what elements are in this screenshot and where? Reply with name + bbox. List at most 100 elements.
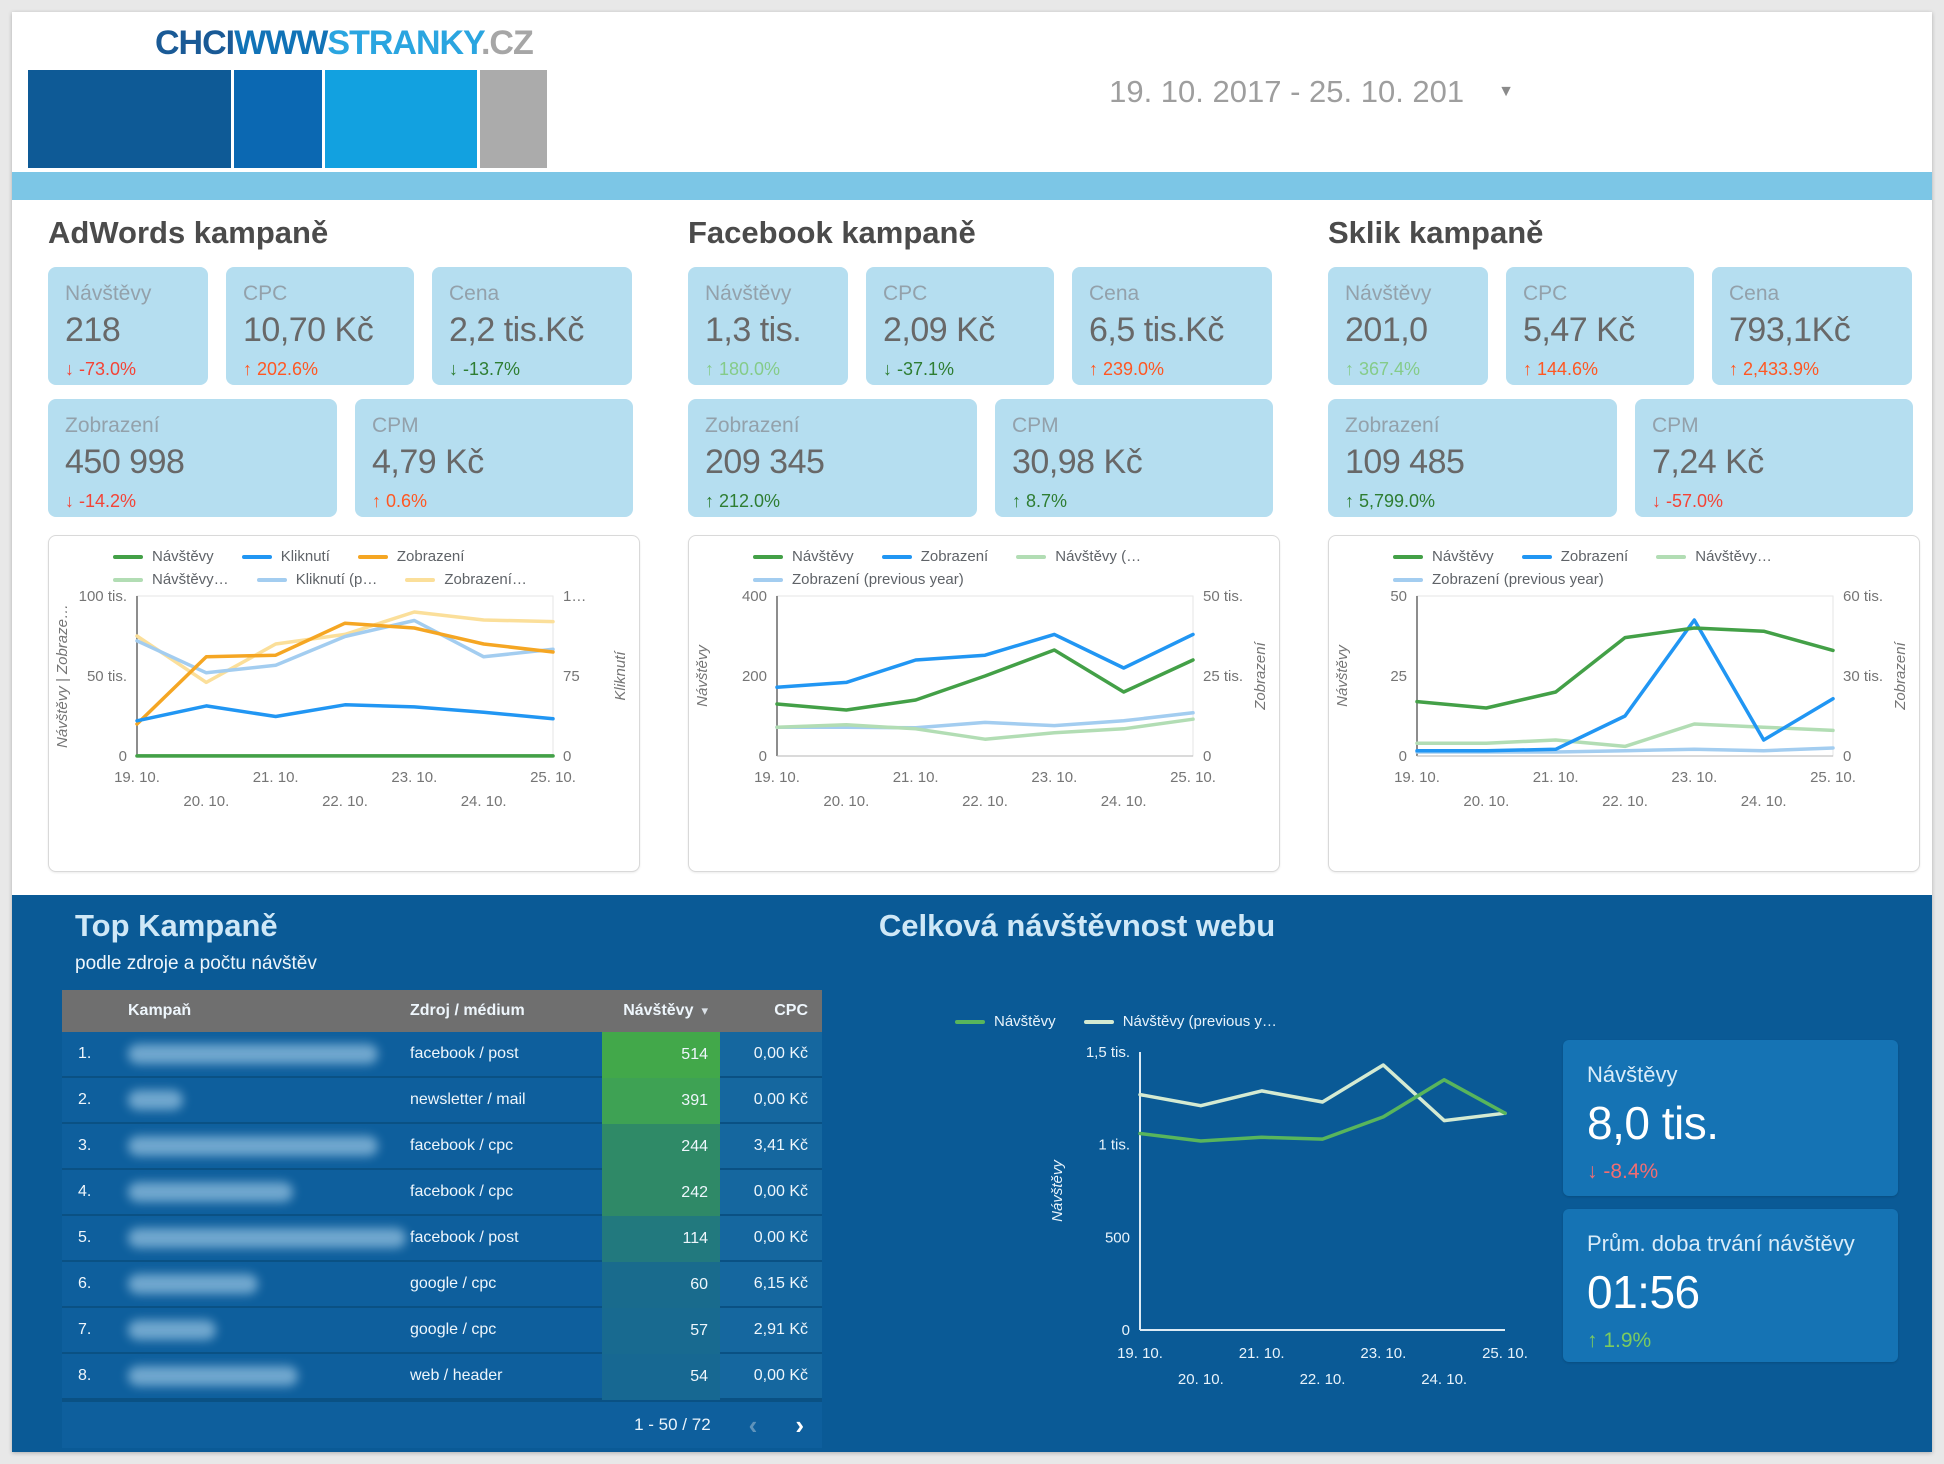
header-source[interactable]: Zdroj / médium bbox=[410, 1002, 525, 1019]
svg-text:25: 25 bbox=[1390, 668, 1407, 685]
kpi-label: Návštěvy bbox=[65, 282, 152, 305]
kpi-value: 2,2 tis.Kč bbox=[449, 311, 584, 349]
table-header-row: Kampaň Zdroj / médium Návštěvy ▾ CPC bbox=[62, 990, 822, 1032]
legend-item: Zobrazení bbox=[357, 548, 465, 565]
top-campaigns-subtitle: podle zdroje a počtu návštěv bbox=[75, 953, 317, 974]
svg-text:24. 10.: 24. 10. bbox=[1421, 1371, 1467, 1388]
kpi-value: 10,70 Kč bbox=[243, 311, 374, 349]
kpi-value: 793,1Kč bbox=[1729, 311, 1851, 349]
kpi-card: CPM 30,98 Kč ↑ 8.7% bbox=[995, 399, 1273, 517]
kpi-card: CPM 7,24 Kč ↓ -57.0% bbox=[1635, 399, 1913, 517]
row-campaign bbox=[110, 1032, 406, 1078]
svg-text:25. 10.: 25. 10. bbox=[1170, 769, 1216, 786]
header-visits[interactable]: Návštěvy ▾ bbox=[623, 1002, 708, 1019]
legend-label: Zobrazení… bbox=[444, 571, 527, 588]
legend-label: Zobrazení bbox=[920, 548, 989, 565]
legend-item: Zobrazení (previous year) bbox=[1393, 571, 1604, 588]
top-campaigns-table: Kampaň Zdroj / médium Návštěvy ▾ CPC 1. f… bbox=[62, 990, 822, 1448]
header-cpc[interactable]: CPC bbox=[774, 1002, 808, 1019]
kpi-delta: ↑ 212.0% bbox=[705, 491, 781, 511]
row-source: facebook / cpc bbox=[406, 1170, 602, 1216]
kpi-value: 109 485 bbox=[1345, 443, 1465, 481]
section-title: AdWords kampaně bbox=[48, 215, 329, 250]
row-visits-heat-cell: 242 bbox=[602, 1170, 720, 1216]
legend-swatch bbox=[256, 577, 287, 582]
kpi-delta: ↓ -8.4% bbox=[1587, 1160, 1659, 1183]
kpi-delta: ↑ 367.4% bbox=[1345, 359, 1421, 379]
redacted-campaign-name bbox=[128, 1182, 293, 1202]
svg-text:400: 400 bbox=[742, 588, 767, 605]
kpi-card: Návštěvy 201,0 ↑ 367.4% bbox=[1328, 267, 1488, 385]
kpi-delta: ↑ 8.7% bbox=[1012, 491, 1068, 511]
arrow-up-icon: ↑ bbox=[1012, 491, 1021, 511]
svg-text:0: 0 bbox=[119, 748, 127, 765]
kpi-delta: ↑ 239.0% bbox=[1089, 359, 1165, 379]
kpi-value: 6,5 tis.Kč bbox=[1089, 311, 1224, 349]
pagination-next-icon[interactable]: › bbox=[795, 1410, 804, 1440]
svg-text:19. 10.: 19. 10. bbox=[754, 769, 800, 786]
legend-label: Zobrazení bbox=[396, 548, 465, 565]
kpi-value: 201,0 bbox=[1345, 311, 1428, 349]
svg-text:25. 10.: 25. 10. bbox=[530, 769, 576, 786]
svg-text:Návštěvy: Návštěvy bbox=[1049, 1159, 1066, 1222]
table-row: 4. facebook / cpc 242 0,00 Kč bbox=[62, 1170, 822, 1216]
arrow-up-icon: ↑ bbox=[1523, 359, 1532, 379]
kpi-card: Cena 2,2 tis.Kč ↓ -13.7% bbox=[432, 267, 632, 385]
svg-text:0: 0 bbox=[1399, 748, 1407, 765]
kpi-value: 2,09 Kč bbox=[883, 311, 995, 349]
svg-text:Kliknutí: Kliknutí bbox=[612, 650, 629, 701]
header-campaign[interactable]: Kampaň bbox=[128, 1002, 192, 1019]
svg-text:50: 50 bbox=[1390, 588, 1407, 605]
legend-swatch bbox=[1393, 554, 1423, 559]
logo-color-block bbox=[28, 70, 231, 168]
traffic-title: Celková návštěvnost webu bbox=[878, 908, 1276, 943]
legend-swatch bbox=[405, 577, 436, 582]
row-cpc: 2,91 Kč bbox=[720, 1308, 822, 1354]
legend-swatch bbox=[753, 554, 783, 559]
kpi-card: CPC 5,47 Kč ↑ 144.6% bbox=[1506, 267, 1694, 385]
pagination-prev-icon[interactable]: ‹ bbox=[748, 1410, 758, 1440]
legend-swatch bbox=[753, 577, 783, 582]
row-rank: 8. bbox=[62, 1354, 110, 1400]
kpi-card: CPC 2,09 Kč ↓ -37.1% bbox=[866, 267, 1054, 385]
legend-label: Kliknutí (p… bbox=[295, 571, 378, 588]
kpi-card: Cena 793,1Kč ↑ 2,433.9% bbox=[1712, 267, 1912, 385]
logo-segment: CHCI bbox=[155, 24, 235, 62]
legend-label: Zobrazení bbox=[1560, 548, 1629, 565]
legend-swatch bbox=[881, 554, 912, 559]
svg-text:0: 0 bbox=[1843, 748, 1851, 765]
kpi-label: CPC bbox=[243, 282, 288, 305]
row-rank: 3. bbox=[62, 1124, 110, 1170]
kpi-delta: ↓ -14.2% bbox=[65, 491, 137, 511]
legend-label: Návštěvy bbox=[994, 1013, 1056, 1030]
svg-text:20. 10.: 20. 10. bbox=[1178, 1371, 1224, 1388]
line-chart: 0 50 tis. 100 tis. 0 75 1… Návštěvy | Zobraze…… bbox=[54, 588, 629, 810]
table-row: 8. web / header 54 0,00 Kč bbox=[62, 1354, 822, 1400]
redacted-campaign-name bbox=[128, 1320, 216, 1340]
row-campaign bbox=[110, 1170, 406, 1216]
redacted-campaign-name bbox=[128, 1044, 378, 1064]
arrow-up-icon: ↑ bbox=[1345, 359, 1354, 379]
row-visits-heat-cell: 514 bbox=[602, 1032, 720, 1078]
svg-text:20. 10.: 20. 10. bbox=[1463, 793, 1509, 810]
svg-text:22. 10.: 22. 10. bbox=[1602, 793, 1648, 810]
legend-label: Návštěvy (previous y… bbox=[1122, 1013, 1277, 1030]
bottom-section: Top Kampaně podle zdroje a počtu návštěv… bbox=[12, 895, 1932, 1452]
arrow-down-icon: ↓ bbox=[65, 491, 74, 511]
legend-item: Návštěvy bbox=[1393, 548, 1494, 565]
kpi-delta: ↑ 0.6% bbox=[372, 491, 428, 511]
row-cpc: 3,41 Kč bbox=[720, 1124, 822, 1170]
row-visits-heat-cell: 57 bbox=[602, 1308, 720, 1354]
arrow-up-icon: ↑ bbox=[243, 359, 252, 379]
legend-swatch bbox=[113, 577, 143, 582]
row-campaign bbox=[110, 1354, 406, 1400]
kpi-delta: ↓ -37.1% bbox=[883, 359, 955, 379]
date-range-picker[interactable]: 19. 10. 2017 - 25. 10. 201 ▼ bbox=[1109, 74, 1514, 110]
row-source: google / cpc bbox=[406, 1262, 602, 1308]
campaign-section: AdWords kampaně Návštěvy 218 ↓ -73.0% CPC 10,… bbox=[48, 215, 640, 872]
legend-swatch bbox=[1521, 554, 1552, 559]
legend-label: Návštěvy bbox=[792, 548, 854, 565]
chart-legend: Návštěvy Zobrazení Návštěvy (… Zobrazení (p… bbox=[753, 548, 1231, 588]
company-logo: CHCIWWWSTRANKY.CZ bbox=[155, 24, 534, 63]
redacted-campaign-name bbox=[128, 1274, 258, 1294]
